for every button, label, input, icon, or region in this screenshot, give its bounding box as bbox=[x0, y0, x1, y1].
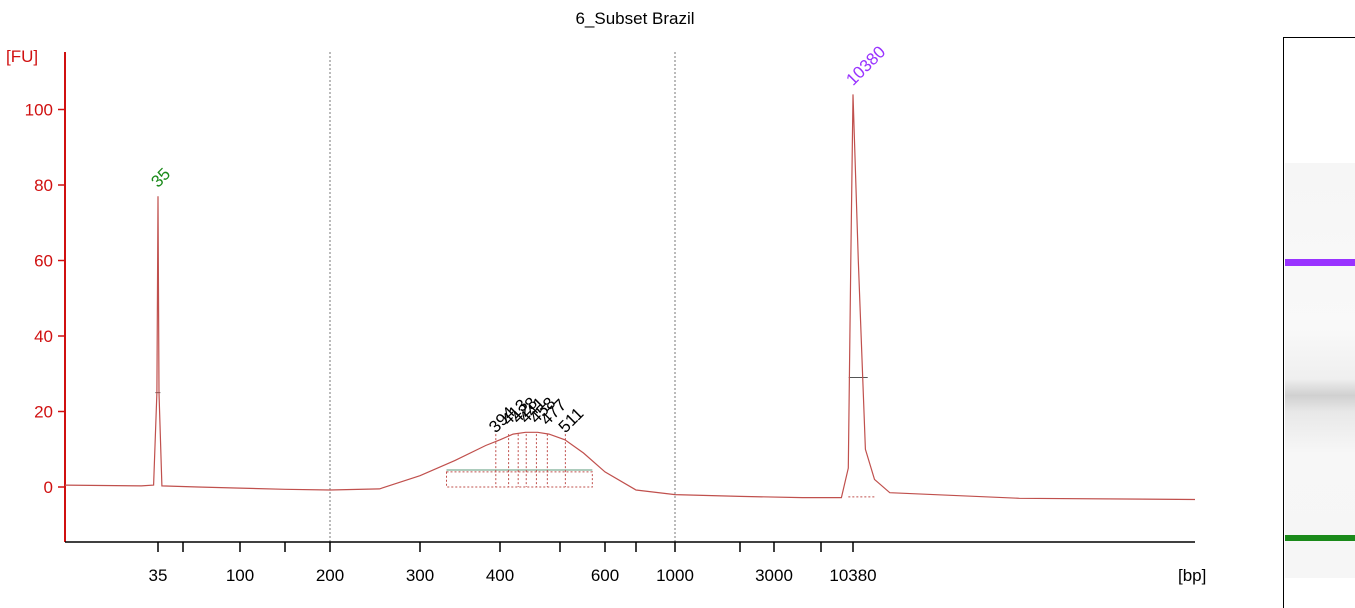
peak-label-10380: 10380 bbox=[842, 42, 889, 89]
x-tick-label-300: 300 bbox=[406, 566, 434, 585]
y-tick-label-100: 100 bbox=[25, 101, 53, 120]
grid-lines bbox=[329, 52, 676, 542]
y-tick-label-60: 60 bbox=[34, 252, 53, 271]
gel-lower-marker-band bbox=[1285, 535, 1355, 541]
x-tick-label-400: 400 bbox=[486, 566, 514, 585]
x-tick-label-10380: 10380 bbox=[829, 566, 876, 585]
trace bbox=[64, 94, 1196, 501]
x-tick-label-3000: 3000 bbox=[755, 566, 793, 585]
peak-label-35: 35 bbox=[147, 164, 174, 191]
chart-title: 6_Subset Brazil bbox=[575, 9, 694, 28]
y-axis-label: [FU] bbox=[6, 47, 38, 66]
x-axis-label: [bp] bbox=[1178, 566, 1206, 585]
smear-region-box bbox=[446, 471, 593, 488]
x-tick-label-200: 200 bbox=[316, 566, 344, 585]
x-tick-label-35: 35 bbox=[149, 566, 168, 585]
x-tick-label-600: 600 bbox=[591, 566, 619, 585]
y-tick-label-80: 80 bbox=[34, 176, 53, 195]
x-tick-label-100: 100 bbox=[226, 566, 254, 585]
gel-upper-marker-band bbox=[1285, 259, 1355, 266]
gel-image bbox=[1283, 37, 1355, 608]
axes: 0 20 40 60 80 100 35 100 200 300 400 600 1000 3000 103… bbox=[25, 52, 1195, 585]
electropherogram-chart: 6_Subset Brazil [FU] [bp] 0 20 40 60 80 100 35… bbox=[6, 9, 1206, 585]
smear-region-markers bbox=[155, 377, 875, 498]
y-tick-label-0: 0 bbox=[44, 478, 53, 497]
gel-lane bbox=[1285, 163, 1355, 578]
trace-line bbox=[64, 94, 1196, 501]
x-tick-label-1000: 1000 bbox=[656, 566, 694, 585]
y-tick-label-40: 40 bbox=[34, 327, 53, 346]
y-tick-label-20: 20 bbox=[34, 403, 53, 422]
